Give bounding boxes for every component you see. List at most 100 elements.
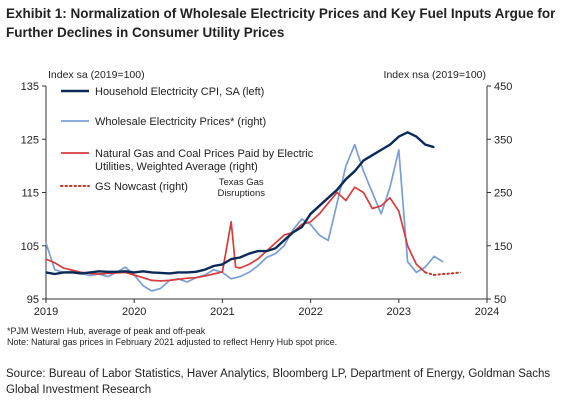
- data-point-cpi: [71, 271, 74, 273]
- data-point-gas_coal: [133, 274, 135, 276]
- left-tick-label: 125: [21, 134, 39, 146]
- data-point-cpi: [274, 247, 276, 250]
- data-point-wholesale: [186, 281, 188, 283]
- data-point-gas_coal: [362, 191, 365, 194]
- data-point-cpi: [204, 269, 206, 271]
- data-point-wholesale: [318, 234, 321, 236]
- data-point-cpi: [424, 143, 426, 146]
- data-point-gas_coal: [283, 234, 285, 236]
- data-point-gas_coal: [371, 207, 373, 210]
- legend: Household Electricity CPI, SA (left) Whol…: [60, 86, 314, 193]
- data-point-gas_coal: [230, 221, 232, 223]
- data-point-gas_coal: [45, 258, 47, 260]
- data-point-wholesale: [415, 271, 418, 273]
- data-point-wholesale: [433, 255, 435, 257]
- right-tick-label: 150: [494, 241, 512, 253]
- data-point-gas_coal: [336, 191, 338, 194]
- data-point-nowcast: [433, 274, 435, 276]
- data-point-wholesale: [239, 276, 241, 278]
- legend-label-nowcast: GS Nowcast (right): [95, 181, 188, 193]
- data-point-cpi: [354, 170, 356, 172]
- data-point-gas_coal: [168, 279, 171, 281]
- data-point-cpi: [415, 135, 418, 138]
- data-point-wholesale: [142, 285, 144, 287]
- data-point-nowcast: [442, 273, 444, 275]
- chart-title: Exhibit 1: Normalization of Wholesale El…: [6, 6, 556, 40]
- data-point-cpi: [257, 250, 259, 252]
- data-point-cpi: [407, 131, 409, 133]
- left-axis-title: Index sa (2019=100): [48, 69, 145, 81]
- data-point-gas_coal: [151, 279, 153, 281]
- data-point-wholesale: [230, 278, 232, 280]
- axes-layer: Index sa (2019=100) Index nsa (2019=100) 9…: [21, 69, 513, 318]
- data-point-nowcast: [459, 271, 462, 273]
- data-point-wholesale: [389, 186, 391, 188]
- data-point-gas_coal: [142, 277, 144, 279]
- legend-label-cpi: Household Electricity CPI, SA (left): [95, 86, 264, 98]
- data-point-cpi: [195, 271, 197, 273]
- data-point-gas_coal: [274, 242, 276, 244]
- data-point-cpi: [318, 205, 321, 207]
- data-point-cpi: [54, 273, 56, 275]
- data-point-wholesale: [283, 245, 285, 247]
- data-point-wholesale: [424, 266, 426, 268]
- data-point-wholesale: [407, 261, 409, 263]
- data-point-gas_coal: [398, 210, 400, 212]
- right-tick-label: 350: [494, 134, 512, 146]
- data-point-gas_coal: [389, 197, 391, 199]
- data-point-wholesale: [442, 261, 444, 263]
- data-point-cpi: [327, 197, 329, 199]
- right-tick-label: 450: [494, 81, 512, 93]
- data-point-cpi: [301, 226, 303, 228]
- data-point-cpi: [239, 256, 241, 259]
- data-point-gas_coal: [71, 269, 74, 271]
- data-point-gas_coal: [54, 262, 56, 264]
- x-tick-label: 2020: [122, 306, 146, 318]
- data-point-wholesale: [151, 290, 153, 292]
- legend-label-gas_coal: Natural Gas and Coal Prices Paid by Elec…: [95, 148, 314, 173]
- data-point-gas_coal: [415, 263, 418, 265]
- data-point-gas_coal: [327, 202, 329, 204]
- data-point-gas_coal: [380, 205, 382, 207]
- data-point-cpi: [142, 270, 144, 272]
- data-point-gas_coal: [195, 277, 197, 279]
- data-point-gas_coal: [239, 267, 241, 269]
- data-point-gas_coal: [160, 280, 162, 282]
- data-point-nowcast: [451, 272, 453, 275]
- left-tick-label: 95: [27, 294, 39, 306]
- data-point-cpi: [115, 271, 118, 273]
- data-point-cpi: [168, 272, 171, 275]
- data-point-wholesale: [345, 165, 347, 167]
- data-point-gas_coal: [248, 263, 250, 265]
- data-point-wholesale: [212, 269, 215, 271]
- data-point-cpi: [45, 271, 47, 273]
- right-axis-title: Index nsa (2019=100): [384, 69, 486, 81]
- data-point-cpi: [371, 154, 373, 156]
- data-point-gas_coal: [235, 266, 237, 268]
- data-point-wholesale: [107, 276, 109, 278]
- source-note: Source: Bureau of Labor Statistics, Have…: [6, 368, 551, 396]
- x-tick-label: 2023: [387, 306, 411, 318]
- annotation-layer: Texas Gas Disruptions: [217, 177, 265, 199]
- x-tick-label: 2024: [475, 306, 499, 318]
- data-point-cpi: [433, 146, 435, 148]
- data-point-gas_coal: [354, 186, 356, 188]
- data-point-cpi: [160, 272, 162, 274]
- annotation-texas-gas: Texas Gas Disruptions: [217, 177, 265, 199]
- data-point-wholesale: [371, 191, 373, 194]
- data-point-wholesale: [354, 143, 356, 146]
- data-point-cpi: [310, 213, 312, 215]
- data-point-gas_coal: [345, 199, 347, 202]
- data-point-wholesale: [336, 202, 338, 204]
- data-point-wholesale: [124, 266, 126, 268]
- x-tick-label: 2021: [210, 306, 234, 318]
- data-point-wholesale: [301, 218, 303, 220]
- data-point-cpi: [212, 265, 215, 267]
- data-point-wholesale: [45, 242, 47, 244]
- data-point-cpi: [336, 189, 338, 191]
- x-tick-label: 2019: [34, 306, 58, 318]
- data-point-cpi: [124, 270, 126, 272]
- footnote-2: Note: Natural gas prices in February 202…: [7, 337, 337, 347]
- data-point-gas_coal: [204, 275, 206, 277]
